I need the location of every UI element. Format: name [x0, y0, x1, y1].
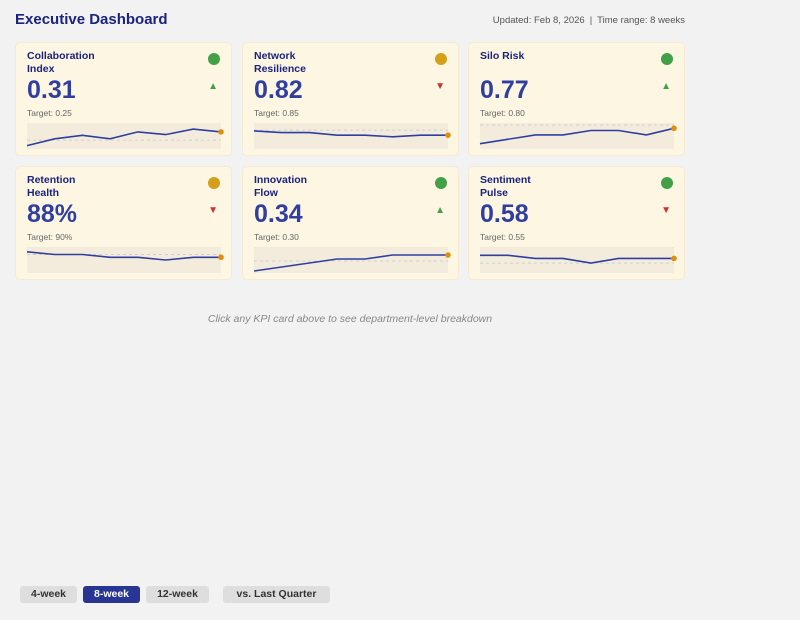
kpi-grid: Collaboration Index ▲ 0.31 Target: 0.25 … [15, 42, 685, 280]
updated-timestamp: Updated: Feb 8, 2026 [492, 15, 585, 26]
dashboard-header: Executive Dashboard Updated: Feb 8, 2026… [15, 11, 687, 33]
kpi-name: Network Resilience [254, 50, 306, 75]
latest-value-dot [671, 255, 677, 262]
vs-last-quarter-button[interactable]: vs. Last Quarter [223, 586, 330, 603]
sparkline-series [480, 254, 674, 264]
sparkline-chart [253, 123, 451, 149]
kpi-card-sentiment-pulse[interactable]: Sentiment Pulse ▼ 0.58 Target: 0.55 [468, 166, 685, 280]
status-indicator-icon [661, 53, 673, 65]
kpi-name: Sentiment Pulse [480, 174, 531, 199]
header-meta: Updated: Feb 8, 2026 | Time range: 8 weeks [493, 15, 685, 26]
latest-value-dot [445, 132, 451, 138]
kpi-card-retention-health[interactable]: Retention Health ▼ 88% Target: 90% [15, 166, 232, 280]
kpi-name: Retention Health [27, 174, 76, 199]
sparkline-series [26, 128, 222, 147]
status-indicator-icon [208, 177, 220, 189]
kpi-target: Target: 0.80 [480, 108, 525, 118]
kpi-value: 0.31 [27, 76, 76, 104]
kpi-target: Target: 0.85 [254, 108, 299, 118]
status-indicator-icon [435, 177, 447, 189]
latest-value-dot [218, 129, 224, 135]
range-12-week-button[interactable]: 12-week [146, 586, 209, 603]
range-8-week-button[interactable]: 8-week [83, 586, 140, 603]
sparkline-chart [26, 123, 224, 149]
kpi-name: Silo Risk [480, 50, 525, 62]
sparkline-series [26, 251, 221, 261]
kpi-value: 0.77 [480, 76, 529, 104]
kpi-card-innovation-flow[interactable]: Innovation Flow ▲ 0.34 Target: 0.30 [242, 166, 459, 280]
sparkline-chart [26, 247, 224, 273]
kpi-target: Target: 0.30 [254, 232, 299, 242]
trend-arrow-icon: ▼ [435, 81, 445, 92]
kpi-target: Target: 0.25 [27, 108, 72, 118]
trend-arrow-icon: ▲ [435, 205, 445, 216]
trend-arrow-icon: ▼ [661, 205, 671, 216]
kpi-value: 0.34 [254, 200, 303, 228]
latest-value-dot [445, 252, 451, 258]
meta-separator: | [589, 15, 593, 26]
time-range-label: Time range: 8 weeks [597, 15, 685, 26]
trend-arrow-icon: ▲ [661, 81, 671, 92]
latest-value-dot [218, 254, 224, 261]
kpi-value: 0.82 [254, 76, 303, 104]
sparkline-series [479, 127, 675, 145]
latest-value-dot [671, 125, 677, 132]
kpi-card-silo-risk[interactable]: Silo Risk ▲ 0.77 Target: 0.80 [468, 42, 685, 156]
kpi-name: Collaboration Index [27, 50, 95, 75]
sparkline-series [253, 130, 448, 138]
sparkline-chart [253, 247, 451, 273]
kpi-name: Innovation Flow [254, 174, 308, 199]
kpi-target: Target: 0.55 [480, 232, 525, 242]
kpi-card-collaboration-index[interactable]: Collaboration Index ▲ 0.31 Target: 0.25 [15, 42, 232, 156]
kpi-card-network-resilience[interactable]: Network Resilience ▼ 0.82 Target: 0.85 [242, 42, 459, 156]
page-title: Executive Dashboard [15, 11, 168, 28]
breakdown-hint: Click any KPI card above to see departme… [207, 313, 493, 325]
status-indicator-icon [661, 177, 673, 189]
kpi-target: Target: 90% [27, 232, 73, 242]
range-4-week-button[interactable]: 4-week [20, 586, 77, 603]
status-indicator-icon [435, 53, 447, 65]
kpi-value: 0.58 [480, 200, 529, 228]
sparkline-chart [480, 247, 677, 273]
kpi-value: 88% [27, 200, 78, 228]
sparkline-chart [479, 123, 677, 149]
trend-arrow-icon: ▲ [208, 81, 218, 92]
trend-arrow-icon: ▼ [208, 205, 218, 216]
sparkline-series [253, 254, 448, 272]
status-indicator-icon [208, 53, 220, 65]
